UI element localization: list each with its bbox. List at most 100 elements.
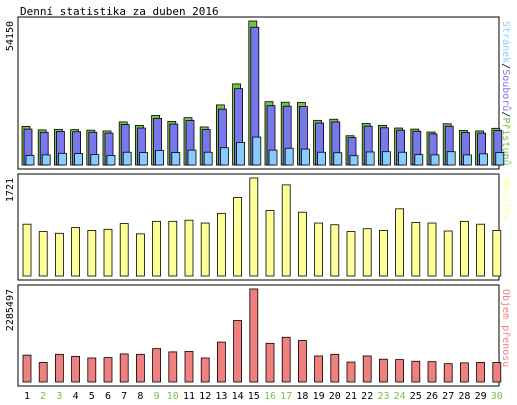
x-tick-label-day-10: 10 (167, 391, 179, 402)
bar-traffic-day-2 (38, 362, 48, 383)
bar-traffic-day-14 (233, 320, 243, 383)
chart-title: Denní statistika za duben 2016 (20, 5, 219, 18)
bar-pages-day-2 (41, 154, 51, 166)
bar-traffic-day-8 (135, 353, 145, 383)
bar-pages-day-22 (365, 151, 375, 166)
x-tick-label-day-28: 28 (458, 391, 470, 402)
bar-visits-day-30 (492, 230, 502, 277)
x-tick-label-day-20: 20 (329, 391, 341, 402)
x-tick-label-day-19: 19 (313, 391, 325, 402)
bar-pages-day-21 (349, 155, 359, 166)
bar-visits-day-25 (411, 222, 421, 277)
bar-visits-day-20 (330, 224, 340, 277)
bar-traffic-day-10 (168, 351, 178, 383)
bar-traffic-day-3 (55, 353, 64, 383)
bar-visits-day-5 (87, 230, 97, 277)
bar-traffic-day-28 (459, 362, 469, 383)
bar-pages-day-5 (90, 154, 100, 166)
bar-pages-day-15 (252, 136, 262, 166)
bar-pages-day-14 (236, 141, 246, 166)
x-tick-label-day-27: 27 (442, 391, 454, 402)
x-tick-label-day-4: 4 (73, 391, 79, 402)
bar-traffic-day-19 (314, 355, 324, 383)
x-tick-label-day-29: 29 (475, 391, 487, 402)
panels-layer: 54150 Stránek/Souborů/Přístupů 1721 Návštěv… (5, 16, 512, 387)
x-tick-label-day-14: 14 (232, 391, 244, 402)
x-tick-label-day-12: 12 (199, 391, 211, 402)
x-tick-label-day-9: 9 (154, 391, 160, 402)
bar-traffic-day-21 (346, 361, 356, 383)
bar-traffic-day-1 (22, 354, 32, 383)
panel-side-label-hits: Stránek/Souborů/Přístupů (500, 21, 512, 166)
panel-max-label-traffic: 2285497 (5, 289, 16, 331)
panel-visits: 1721 Návštěv (5, 173, 512, 281)
x-tick-label-day-24: 24 (394, 391, 406, 402)
bar-traffic-day-29 (476, 362, 486, 383)
bar-visits-day-15 (249, 177, 259, 277)
x-tick-label-day-23: 23 (377, 391, 389, 402)
bar-pages-day-3 (58, 152, 67, 166)
x-tick-label-day-5: 5 (89, 391, 95, 402)
bar-traffic-day-30 (492, 362, 502, 383)
bar-visits-day-28 (459, 220, 469, 277)
bar-traffic-day-13 (216, 341, 226, 383)
bar-traffic-day-17 (281, 336, 291, 383)
bar-visits-day-7 (119, 223, 129, 277)
x-tick-label-day-22: 22 (361, 391, 373, 402)
bar-pages-day-25 (414, 154, 424, 166)
bar-traffic-day-7 (119, 353, 129, 383)
x-tick-label-day-2: 2 (40, 391, 46, 402)
bar-visits-day-8 (135, 233, 145, 277)
bar-pages-day-26 (430, 154, 440, 166)
bar-traffic-day-4 (71, 355, 80, 383)
bar-traffic-day-25 (411, 360, 421, 383)
x-tick-label-day-21: 21 (345, 391, 357, 402)
bar-traffic-day-16 (265, 342, 275, 383)
bar-visits-day-2 (38, 231, 48, 277)
bar-pages-day-19 (317, 151, 327, 166)
bar-pages-day-9 (155, 149, 165, 166)
bar-visits-day-16 (265, 210, 275, 277)
bar-pages-day-8 (138, 152, 148, 166)
bar-pages-day-16 (268, 149, 278, 166)
bar-pages-day-24 (398, 151, 408, 166)
bar-pages-day-7 (122, 151, 132, 166)
bar-pages-day-23 (381, 151, 391, 166)
bar-traffic-day-24 (395, 359, 405, 383)
bar-traffic-day-27 (443, 363, 453, 383)
bar-traffic-day-5 (87, 357, 97, 383)
bar-pages-day-30 (495, 152, 505, 166)
bar-visits-day-27 (443, 230, 453, 277)
bar-visits-day-23 (378, 230, 388, 277)
bar-traffic-day-12 (200, 357, 210, 383)
panel-side-label-traffic: Objem přenosu (500, 289, 512, 367)
bar-visits-day-3 (55, 232, 64, 277)
bar-pages-day-1 (25, 155, 35, 166)
bar-traffic-day-6 (103, 357, 113, 383)
bar-visits-day-22 (362, 228, 372, 277)
panel-max-label-visits: 1721 (5, 178, 16, 202)
bar-pages-day-11 (187, 149, 197, 166)
bar-traffic-day-23 (378, 358, 388, 383)
bar-visits-day-10 (168, 220, 178, 277)
bar-traffic-day-18 (297, 340, 307, 383)
x-tick-label-day-15: 15 (248, 391, 260, 402)
bar-pages-day-4 (74, 153, 83, 166)
bar-visits-day-13 (216, 212, 226, 277)
bar-pages-day-17 (284, 147, 294, 166)
bar-traffic-day-15 (249, 288, 259, 383)
x-tick-label-day-25: 25 (410, 391, 422, 402)
bar-visits-day-12 (200, 222, 210, 277)
x-tick-label-day-13: 13 (215, 391, 227, 402)
bar-pages-day-13 (219, 147, 229, 166)
x-tick-label-day-26: 26 (426, 391, 438, 402)
x-tick-label-day-8: 8 (137, 391, 143, 402)
bar-traffic-day-26 (427, 361, 437, 383)
panel-max-label-hits: 54150 (5, 21, 16, 51)
bar-pages-day-29 (479, 153, 489, 166)
bar-visits-day-26 (427, 222, 437, 277)
x-tick-label-day-16: 16 (264, 391, 276, 402)
bar-visits-day-19 (314, 222, 324, 277)
panel-traffic: 2285497 Objem přenosu (5, 284, 512, 387)
